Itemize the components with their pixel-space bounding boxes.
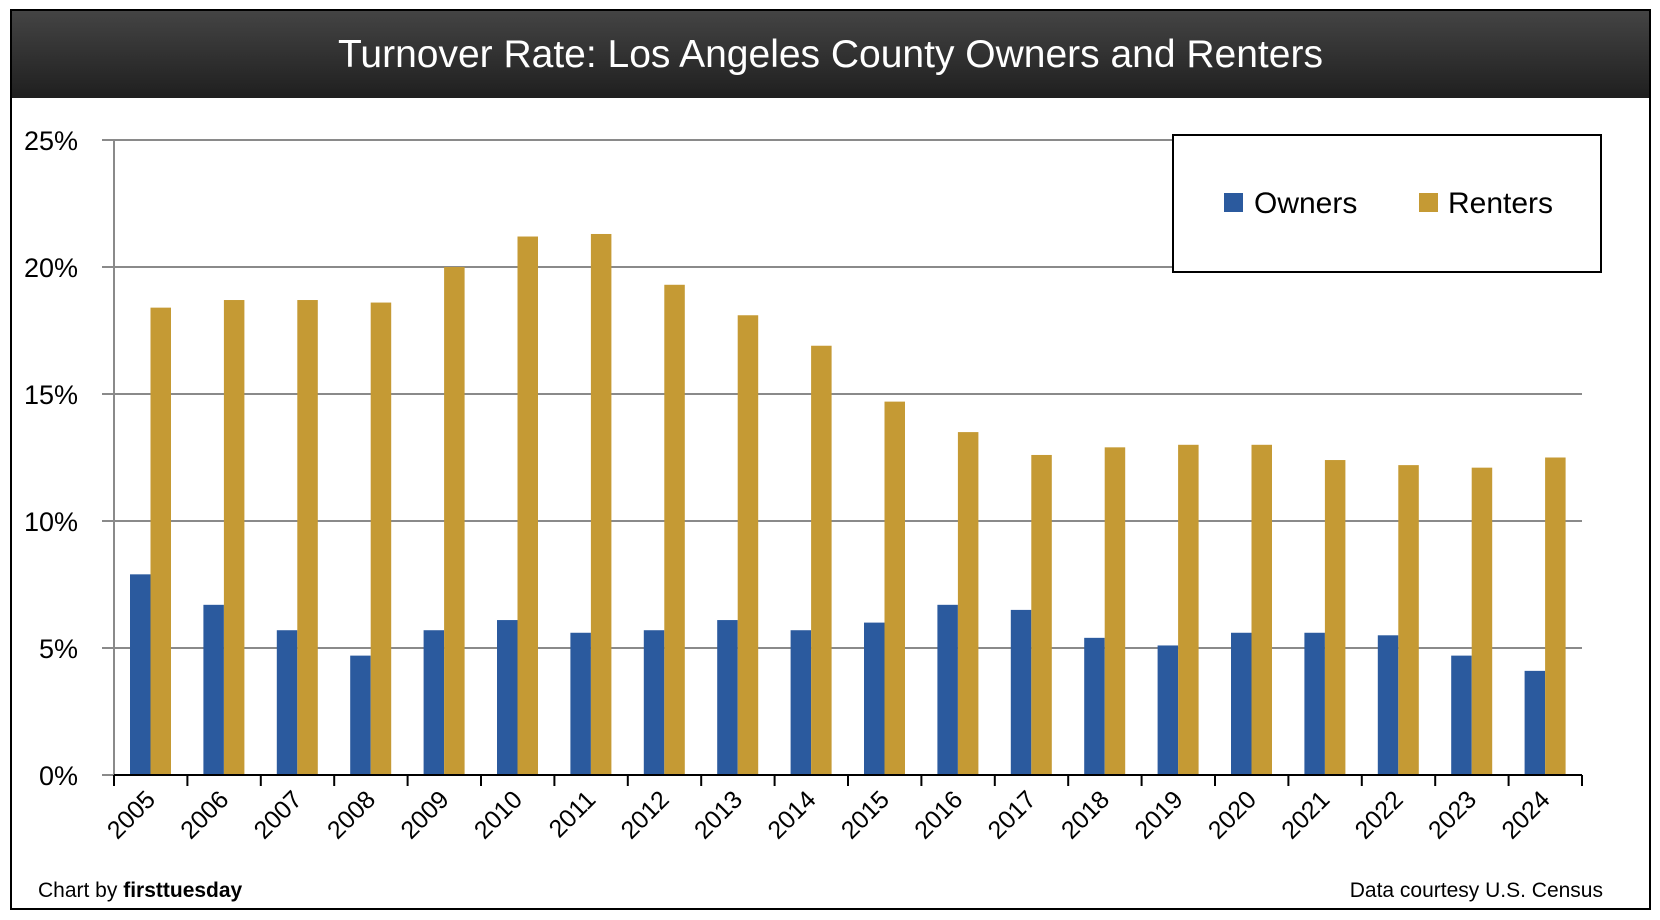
x-tick-label: 2020 — [1203, 785, 1262, 844]
bar-renters-2015 — [884, 401, 905, 775]
bar-renters-2019 — [1178, 444, 1199, 775]
bar-renters-2010 — [517, 236, 538, 775]
bar-owners-2019 — [1157, 645, 1179, 775]
bar-owners-2014 — [790, 630, 812, 775]
bar-owners-2024 — [1524, 670, 1546, 775]
x-tick-label: 2021 — [1276, 785, 1335, 844]
bar-owners-2017 — [1010, 609, 1032, 775]
bar-renters-2006 — [223, 300, 245, 775]
data-source: Data courtesy U.S. Census — [1349, 879, 1603, 902]
x-tick-label: 2017 — [983, 785, 1042, 844]
x-tick-label: 2016 — [909, 785, 968, 844]
x-tick-label: 2008 — [322, 785, 381, 844]
bar-owners-2020 — [1231, 632, 1252, 775]
x-tick-label: 2011 — [544, 785, 602, 843]
x-tick-label: 2005 — [102, 785, 161, 844]
bar-renters-2014 — [811, 345, 832, 775]
credit-prefix: Chart by — [38, 879, 124, 902]
y-tick-label: 25% — [24, 126, 78, 156]
legend-box — [1172, 134, 1602, 273]
bar-owners-2016 — [937, 604, 958, 775]
x-tick-label: 2010 — [469, 785, 528, 844]
x-axis-ticks: 2005 2006 2007 2008 2009 2010 2011 2012 2013 2014… — [102, 785, 1556, 844]
y-tick-label: 15% — [24, 380, 78, 410]
bar-owners-2023 — [1451, 655, 1472, 775]
bar-renters-2023 — [1471, 467, 1493, 775]
x-tick-label: 2022 — [1350, 785, 1409, 844]
bar-owners-2013 — [717, 620, 738, 775]
x-tick-label: 2013 — [689, 785, 748, 844]
x-tick-label: 2024 — [1496, 785, 1555, 844]
axes — [113, 140, 1583, 786]
bar-renters-2011 — [590, 233, 612, 776]
bar-owners-2015 — [864, 622, 885, 775]
bar-renters-2022 — [1398, 465, 1419, 775]
bar-renters-2021 — [1324, 460, 1346, 775]
x-tick-label: 2015 — [836, 785, 895, 844]
y-tick-label: 20% — [24, 253, 78, 283]
bar-renters-2009 — [444, 267, 465, 775]
y-tick-label: 10% — [24, 507, 78, 537]
y-tick-label: 5% — [39, 634, 78, 664]
chart-title: Turnover Rate: Los Angeles County Owners… — [338, 32, 1323, 76]
legend-label-owners: Owners — [1254, 187, 1357, 220]
x-tick-label: 2023 — [1423, 785, 1482, 844]
bar-renters-2018 — [1104, 447, 1126, 775]
legend-swatch-renters — [1419, 193, 1438, 212]
x-tick-label: 2018 — [1056, 785, 1115, 844]
bar-owners-2005 — [130, 574, 151, 775]
x-tick-label: 2006 — [175, 785, 234, 844]
bar-renters-2013 — [737, 315, 759, 775]
legend-swatch-owners — [1224, 193, 1243, 212]
bar-owners-2022 — [1377, 635, 1399, 775]
chart-credit: Chart by firsttuesday — [38, 879, 242, 903]
x-tick-label: 2014 — [762, 785, 821, 844]
credit-brand: firsttuesday — [123, 879, 243, 902]
x-tick-label: 2009 — [395, 785, 454, 844]
bar-renters-2024 — [1545, 457, 1566, 775]
bar-owners-2007 — [276, 630, 298, 775]
bar-owners-2006 — [203, 604, 224, 775]
bar-owners-2009 — [423, 630, 445, 775]
bar-renters-2020 — [1251, 444, 1272, 775]
chart-header: Turnover Rate: Los Angeles County Owners… — [12, 11, 1649, 98]
x-tick-label: 2007 — [249, 785, 308, 844]
y-axis-ticks: 0% 5% 10% 15% 20% 25% — [24, 126, 78, 791]
bar-renters-2017 — [1031, 454, 1052, 775]
bar-renters-2007 — [297, 300, 318, 775]
bar-owners-2021 — [1304, 632, 1325, 775]
y-tick-label: 0% — [39, 761, 78, 791]
bar-renters-2012 — [664, 284, 685, 775]
bar-renters-2008 — [370, 302, 392, 775]
x-tick-label: 2019 — [1129, 785, 1188, 844]
bar-owners-2011 — [570, 632, 591, 775]
x-tick-label: 2012 — [616, 785, 675, 844]
legend: Owners Renters — [1172, 134, 1602, 273]
bar-owners-2012 — [643, 630, 665, 775]
bar-owners-2018 — [1084, 637, 1105, 775]
bars — [130, 233, 1566, 776]
legend-label-renters: Renters — [1448, 187, 1553, 220]
bar-renters-2016 — [957, 432, 979, 775]
bar-owners-2010 — [497, 620, 518, 775]
bar-renters-2005 — [150, 307, 171, 775]
bar-owners-2008 — [350, 655, 371, 775]
